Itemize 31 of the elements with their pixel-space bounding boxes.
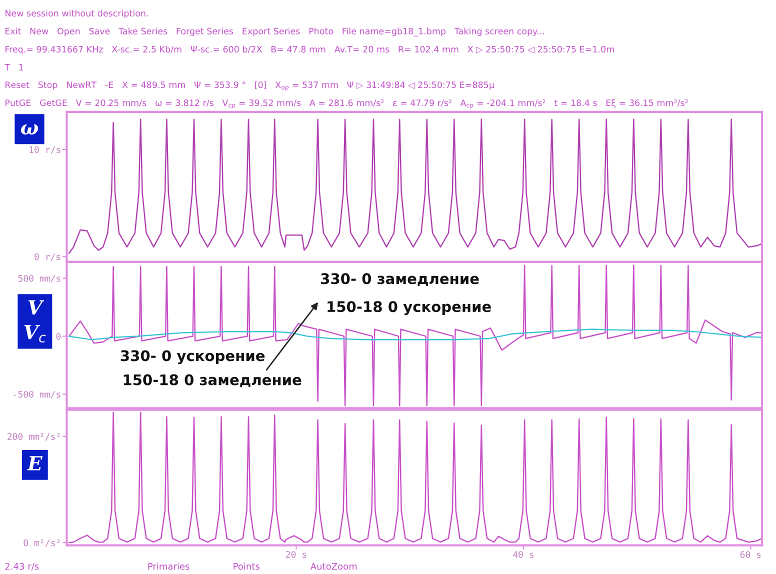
y-tick-label: 0 m²/s² <box>24 539 60 547</box>
y-tick-label: 500 mm/s <box>18 274 60 283</box>
y-tick-label: 0 r/s <box>34 253 60 261</box>
text: New session without description. <box>6 10 148 18</box>
line-series <box>68 264 762 406</box>
y-axis-title: ω <box>20 124 38 135</box>
text: AutoZoom <box>310 563 357 570</box>
y-tick-label: 200 mm²/s² <box>8 433 60 441</box>
annotation: 330- 0 замедление <box>321 273 479 286</box>
x-tick-label: 20 s <box>286 551 306 558</box>
text: PutGE GetGE V = 20.25 mm/s ω = 3.812 r/s V$_{cp}$ = 39.52 mm/s A = 281.6 mm/s² ε = 47.79 r/s² A$_{cp}$ = -204.1 mm/s² t = 18.4 s Eξ = 36.15 mm²/s² <box>6 99 688 109</box>
text: Points <box>234 562 260 570</box>
y-tick-label: -500 mm/s <box>14 390 60 398</box>
annotation: 150-18 0 замедление <box>124 374 302 388</box>
x-tick-label: 40 s <box>513 551 534 558</box>
text: Freq.= 99.431667 KHz X-sc.= 2.5 Kb/m Ψ-sc.= 600 b/2X B= 47.8 mm Av.T= 20 ms R= 102.4 mm X ▷ 25:50:75 ◁ 25:50:75 E=1.0m <box>6 46 614 54</box>
line-series <box>68 412 762 544</box>
y-axis-title: E <box>27 456 43 470</box>
line-series <box>68 118 762 254</box>
y-axis-title: V V$_{c}$ <box>24 300 46 343</box>
text: Reset Stop NewRT -E X = 489.5 mm Ψ = 353.9 ° [0] X$_{op}$ = 537 mm Ψ ▷ 31:49:84 ◁ 25:50:75 E=885μ <box>6 81 494 91</box>
annotation: 150-18 0 ускорение <box>328 301 491 316</box>
y-tick-label: 10 r/s <box>30 146 60 154</box>
text: 2.43 r/s <box>5 562 39 570</box>
line-series <box>68 328 762 340</box>
text: T 1 <box>4 64 24 70</box>
annotation: 330- 0 ускорение <box>120 350 265 364</box>
y-tick-label: 0 <box>56 332 61 340</box>
text: Primaries <box>148 562 190 570</box>
text: Exit New Open Save Take Series Forget Series Export Series Photo File name=gb18_1.bmp Taking screen copy... <box>6 28 544 36</box>
x-tick-label: 60 s <box>740 551 761 558</box>
